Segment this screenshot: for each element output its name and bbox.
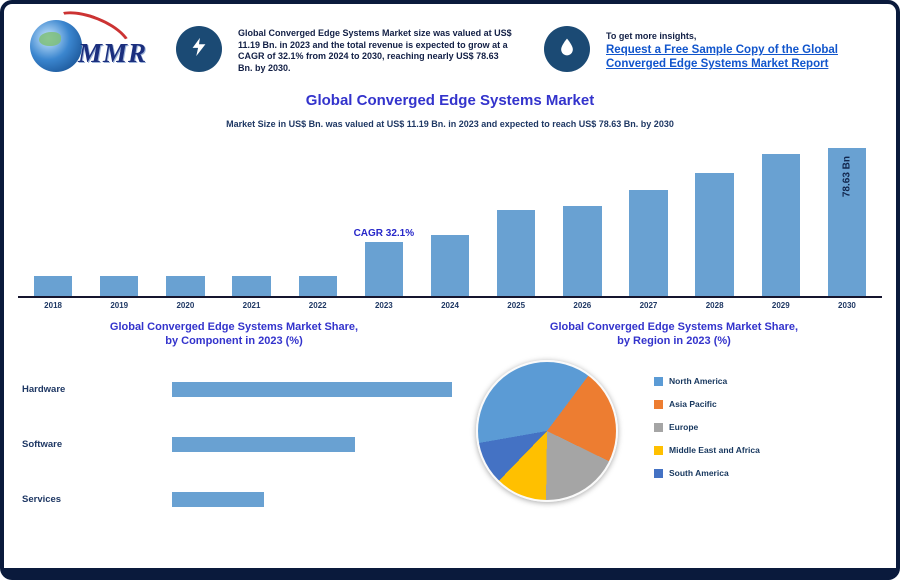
x-axis-label: 2025	[507, 301, 526, 310]
component-label: Software	[22, 438, 63, 450]
bar-column: 2019	[86, 136, 152, 314]
bar: 78.63 Bn	[827, 148, 867, 296]
bar	[33, 276, 73, 296]
bar-column: 2026	[549, 136, 615, 314]
bar-column: 2024	[417, 136, 483, 314]
x-axis-label: 2019	[110, 301, 129, 310]
pie-legend: North America Asia Pacific Europe Middle Ea…	[654, 376, 760, 478]
component-bar	[172, 491, 264, 507]
request-sample-link-line[interactable]: Request a Free Sample Copy of the Global	[606, 44, 838, 56]
bar	[364, 242, 404, 296]
bar	[695, 173, 734, 296]
legend-label: North America	[669, 376, 728, 386]
legend-item: South America	[654, 468, 760, 478]
legend-item: Europe	[654, 422, 760, 432]
legend-swatch	[654, 376, 663, 386]
legend-item: North America	[654, 376, 760, 386]
x-axis-label: 2018	[44, 301, 62, 310]
bar	[563, 205, 602, 296]
summary-line: Bn. by 2030.	[238, 62, 291, 73]
bar	[232, 276, 271, 296]
component-row: Services	[22, 488, 454, 510]
market-summary-text: Global Converged Edge Systems Market siz…	[238, 28, 532, 74]
component-label: Services	[22, 493, 62, 505]
cta-icon-circle	[544, 26, 590, 72]
x-axis-label: 2026	[573, 301, 592, 310]
bar-column: 2027	[615, 136, 681, 314]
bar	[430, 235, 470, 296]
legend-label: Europe	[669, 422, 699, 432]
x-axis-label: 2028	[705, 301, 724, 310]
summary-line: Global Converged Edge Systems Market siz…	[238, 28, 512, 38]
summary-line: 11.19 Bn. in 2023 and the total revenue …	[238, 39, 508, 50]
legend-label: Asia Pacific	[669, 399, 717, 409]
bar-column: 2020	[152, 136, 218, 314]
region-chart-title-line: Global Converged Edge Systems Market Sha…	[549, 321, 799, 333]
bar	[496, 209, 536, 296]
bar	[629, 189, 668, 296]
component-row: Hardware	[22, 378, 454, 400]
component-chart-title-line: Global Converged Edge Systems Market Sha…	[109, 321, 359, 333]
mmr-logo: MMR	[18, 4, 178, 80]
bar	[100, 276, 139, 296]
legend-swatch	[654, 445, 663, 455]
end-value-label: 78.63 Bn	[841, 156, 853, 198]
component-row: Software	[22, 433, 454, 455]
legend-swatch	[654, 468, 663, 478]
cta-intro-text: To get more insights,	[606, 31, 697, 41]
x-axis-label: 2027	[639, 301, 658, 310]
x-axis-label: 2022	[308, 301, 327, 310]
component-chart-title-line: by Component in 2023 (%)	[165, 335, 303, 347]
x-axis-label: 2021	[242, 301, 261, 310]
stat-icon-circle	[176, 26, 222, 72]
bar-column: CAGR 32.1% 2023	[351, 136, 417, 314]
legend-item: Asia Pacific	[654, 399, 760, 409]
x-axis-line	[18, 296, 882, 298]
x-axis-label: 2023	[374, 301, 393, 310]
region-chart-title-line: by Region in 2023 (%)	[617, 335, 731, 347]
region-chart-title: Global Converged Edge Systems Market Sha…	[458, 320, 890, 348]
component-bar	[172, 381, 452, 397]
bar	[298, 276, 337, 296]
component-bar	[172, 436, 355, 452]
component-label: Hardware	[22, 383, 66, 395]
page-title: Global Converged Edge Systems Market	[305, 92, 595, 109]
pie-chart	[476, 360, 618, 502]
droplet-icon	[557, 37, 577, 62]
bar	[166, 276, 205, 296]
request-sample-link-line[interactable]: Converged Edge Systems Market Report	[606, 58, 829, 70]
page-subtitle: Market Size in US$ Bn. was valued at US$…	[226, 119, 674, 129]
bar-column: 78.63 Bn 2030	[814, 136, 880, 314]
bar-column: 2022	[285, 136, 351, 314]
legend-item: Middle East and Africa	[654, 445, 760, 455]
legend-swatch	[654, 422, 663, 432]
x-axis-label: 2029	[771, 301, 790, 310]
legend-label: Middle East and Africa	[669, 445, 760, 455]
globe-icon	[30, 20, 82, 72]
component-chart-title: Global Converged Edge Systems Market Sha…	[18, 320, 450, 348]
legend-label: South America	[669, 468, 729, 478]
bar-column: 2025	[483, 136, 549, 314]
cagr-annotation: CAGR 32.1%	[353, 228, 415, 240]
x-axis-label: 2024	[441, 301, 459, 310]
bar-column: 2029	[748, 136, 814, 314]
x-axis-label: 2030	[838, 301, 856, 310]
bar	[761, 154, 800, 296]
lightning-icon	[188, 36, 210, 63]
logo-text: MMR	[78, 38, 148, 68]
bar-column: 2018	[20, 136, 86, 314]
bar-column: 2021	[218, 136, 284, 314]
bar-chart: 2018 2019 2020 2021 2022 CAGR 32.1% 2023 2024 20…	[20, 136, 880, 314]
legend-swatch	[654, 399, 663, 409]
summary-line: CAGR of 32.1% from 2024 to 2030, reachin…	[238, 51, 499, 61]
bar-column: 2028	[682, 136, 748, 314]
component-chart: Hardware Software Services	[22, 378, 454, 543]
request-sample-link[interactable]: Request a Free Sample Copy of the Global…	[606, 43, 882, 71]
x-axis-label: 2020	[176, 301, 195, 310]
